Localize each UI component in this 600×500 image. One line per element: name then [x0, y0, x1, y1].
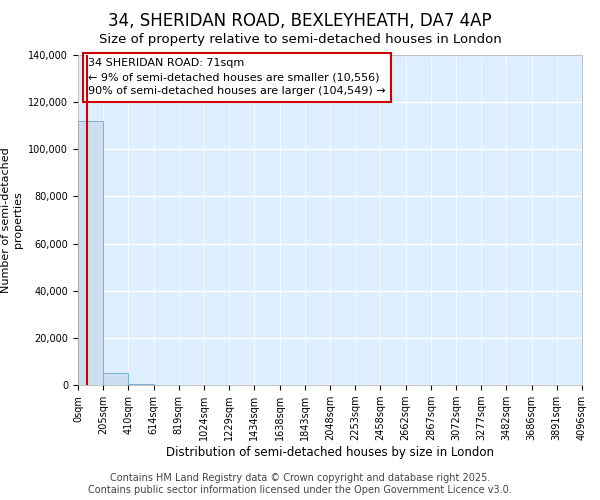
Text: Contains HM Land Registry data © Crown copyright and database right 2025.
Contai: Contains HM Land Registry data © Crown c… [88, 474, 512, 495]
Y-axis label: Number of semi-detached
properties: Number of semi-detached properties [1, 147, 23, 293]
Bar [103, 373, 128, 385]
X-axis label: Distribution of semi-detached houses by size in London: Distribution of semi-detached houses by … [166, 446, 494, 459]
Text: Size of property relative to semi-detached houses in London: Size of property relative to semi-detach… [98, 32, 502, 46]
Bar [78, 121, 103, 385]
Text: 34, SHERIDAN ROAD, BEXLEYHEATH, DA7 4AP: 34, SHERIDAN ROAD, BEXLEYHEATH, DA7 4AP [108, 12, 492, 30]
Bar [128, 384, 154, 385]
Text: 34 SHERIDAN ROAD: 71sqm
← 9% of semi-detached houses are smaller (10,556)
90% of: 34 SHERIDAN ROAD: 71sqm ← 9% of semi-det… [88, 58, 386, 96]
